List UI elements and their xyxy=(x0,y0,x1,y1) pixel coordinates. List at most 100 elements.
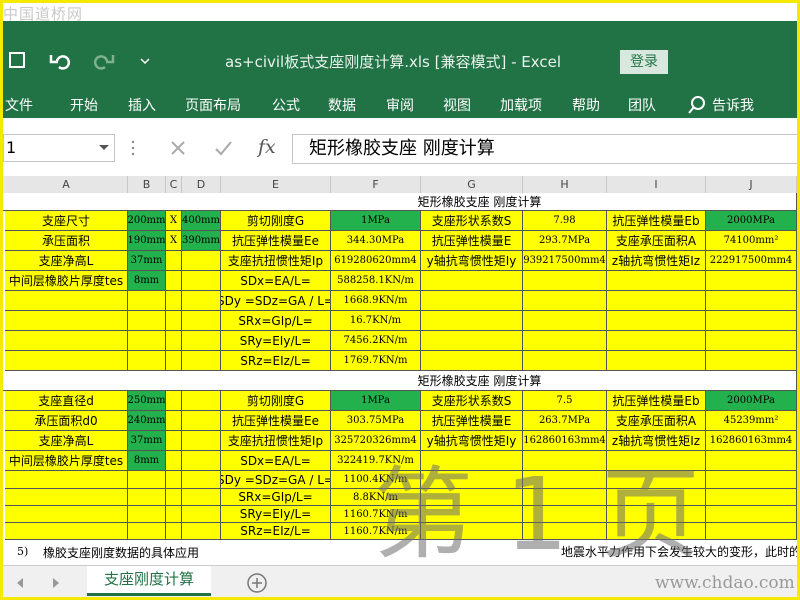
cell[interactable]: 1160.7KN/m xyxy=(331,506,421,523)
cell[interactable] xyxy=(5,506,128,523)
cell[interactable]: 支座净高L xyxy=(5,251,128,271)
cell[interactable] xyxy=(166,251,182,271)
cell[interactable] xyxy=(523,471,607,489)
cell[interactable]: 588258.1KN/m xyxy=(331,271,421,291)
menu-item[interactable]: 帮助 xyxy=(572,98,600,114)
cell[interactable] xyxy=(607,451,706,471)
title-cell[interactable]: 矩形橡胶支座 刚度计算 xyxy=(3,371,797,391)
title-cell[interactable]: 矩形橡胶支座 刚度计算 xyxy=(3,193,797,211)
cell[interactable]: 剪切刚度G xyxy=(221,391,331,411)
column-header[interactable]: E xyxy=(221,176,331,193)
cell[interactable]: 7456.2KN/m xyxy=(331,331,421,351)
cell[interactable] xyxy=(182,251,221,271)
cell[interactable] xyxy=(182,489,221,506)
cell[interactable]: X xyxy=(166,231,182,251)
cell[interactable] xyxy=(421,311,523,331)
cell[interactable] xyxy=(182,411,221,431)
cell[interactable] xyxy=(182,506,221,523)
cell[interactable] xyxy=(607,523,706,540)
cell[interactable]: 37mm xyxy=(128,251,166,271)
cell[interactable] xyxy=(166,271,182,291)
enter-icon[interactable] xyxy=(215,141,232,156)
cell[interactable]: 7.5 xyxy=(523,391,607,411)
cell[interactable] xyxy=(523,331,607,351)
cell[interactable]: 1769.7KN/m xyxy=(331,351,421,371)
cell[interactable]: 16.7KN/m xyxy=(331,311,421,331)
add-sheet[interactable] xyxy=(246,572,268,594)
cell[interactable]: 8.8KN/m xyxy=(331,489,421,506)
cell[interactable]: 250mm xyxy=(128,391,166,411)
cell[interactable] xyxy=(166,411,182,431)
cell[interactable] xyxy=(128,351,166,371)
cell[interactable] xyxy=(706,506,797,523)
cell[interactable] xyxy=(128,506,166,523)
cell[interactable]: 162860163mm4 xyxy=(523,431,607,451)
cell[interactable] xyxy=(523,523,607,540)
cell[interactable]: y轴抗弯惯性矩Iy xyxy=(421,431,523,451)
cell[interactable]: 支座形状系数S xyxy=(421,391,523,411)
cell[interactable]: SRz=EIz/L= xyxy=(221,523,331,540)
cell[interactable] xyxy=(706,271,797,291)
cell[interactable] xyxy=(166,489,182,506)
cell[interactable] xyxy=(421,331,523,351)
cell[interactable] xyxy=(706,451,797,471)
menu-item[interactable]: 加载项 xyxy=(500,98,542,114)
cell[interactable] xyxy=(421,271,523,291)
cell[interactable] xyxy=(607,331,706,351)
cell[interactable] xyxy=(523,489,607,506)
cell[interactable]: 190mm xyxy=(128,231,166,251)
cell[interactable]: 939217500mm4 xyxy=(523,251,607,271)
cell[interactable] xyxy=(182,331,221,351)
cell[interactable] xyxy=(706,331,797,351)
cell[interactable]: SDx=EA/L= xyxy=(221,451,331,471)
column-header[interactable]: C xyxy=(166,176,182,193)
customize-icon[interactable] xyxy=(140,58,150,65)
cell[interactable] xyxy=(421,291,523,311)
cell[interactable]: SDy =SDz=GA / L= xyxy=(221,291,331,311)
cell[interactable] xyxy=(706,471,797,489)
cell[interactable] xyxy=(182,311,221,331)
cell[interactable] xyxy=(607,351,706,371)
cell[interactable] xyxy=(5,291,128,311)
column-header[interactable]: J xyxy=(706,176,797,193)
cell[interactable] xyxy=(5,489,128,506)
column-header[interactable]: B xyxy=(128,176,166,193)
cell[interactable]: 303.75MPa xyxy=(331,411,421,431)
cell[interactable] xyxy=(523,291,607,311)
cell[interactable]: y轴抗弯惯性矩Iy xyxy=(421,251,523,271)
cell[interactable] xyxy=(5,471,128,489)
cell[interactable] xyxy=(166,523,182,540)
cell[interactable]: 1100.4KN/m xyxy=(331,471,421,489)
cell[interactable] xyxy=(166,311,182,331)
cell[interactable] xyxy=(5,351,128,371)
cell[interactable] xyxy=(182,351,221,371)
sheet-nav[interactable] xyxy=(13,575,83,591)
cell[interactable]: 344.30MPa xyxy=(331,231,421,251)
cell[interactable] xyxy=(607,271,706,291)
cell[interactable]: 222917500mm4 xyxy=(706,251,797,271)
cell[interactable]: 支座抗扭惯性矩Ip xyxy=(221,251,331,271)
cell[interactable] xyxy=(523,311,607,331)
column-header[interactable]: I xyxy=(607,176,706,193)
cell[interactable] xyxy=(421,471,523,489)
cell[interactable] xyxy=(166,351,182,371)
cell[interactable] xyxy=(128,311,166,331)
cell[interactable]: 8mm xyxy=(128,451,166,471)
cell[interactable] xyxy=(182,471,221,489)
login-button[interactable]: 登录 xyxy=(620,50,668,74)
cell[interactable] xyxy=(128,523,166,540)
cell[interactable] xyxy=(706,351,797,371)
cell[interactable]: 240mm xyxy=(128,411,166,431)
cell[interactable] xyxy=(523,506,607,523)
cell[interactable] xyxy=(421,451,523,471)
cell[interactable] xyxy=(166,431,182,451)
cell[interactable]: 400mm xyxy=(182,211,221,231)
cell[interactable]: SRz=EIz/L= xyxy=(221,351,331,371)
search-icon[interactable] xyxy=(687,95,709,117)
cell[interactable]: SRy=EIy/L= xyxy=(221,331,331,351)
cell[interactable]: 322419.7KN/m xyxy=(331,451,421,471)
cell[interactable]: SRx=GIp/L= xyxy=(221,489,331,506)
cell[interactable] xyxy=(607,506,706,523)
cell[interactable]: 中间层橡胶片厚度tes xyxy=(5,271,128,291)
cell[interactable]: 抗压弹性模量Ee xyxy=(221,231,331,251)
